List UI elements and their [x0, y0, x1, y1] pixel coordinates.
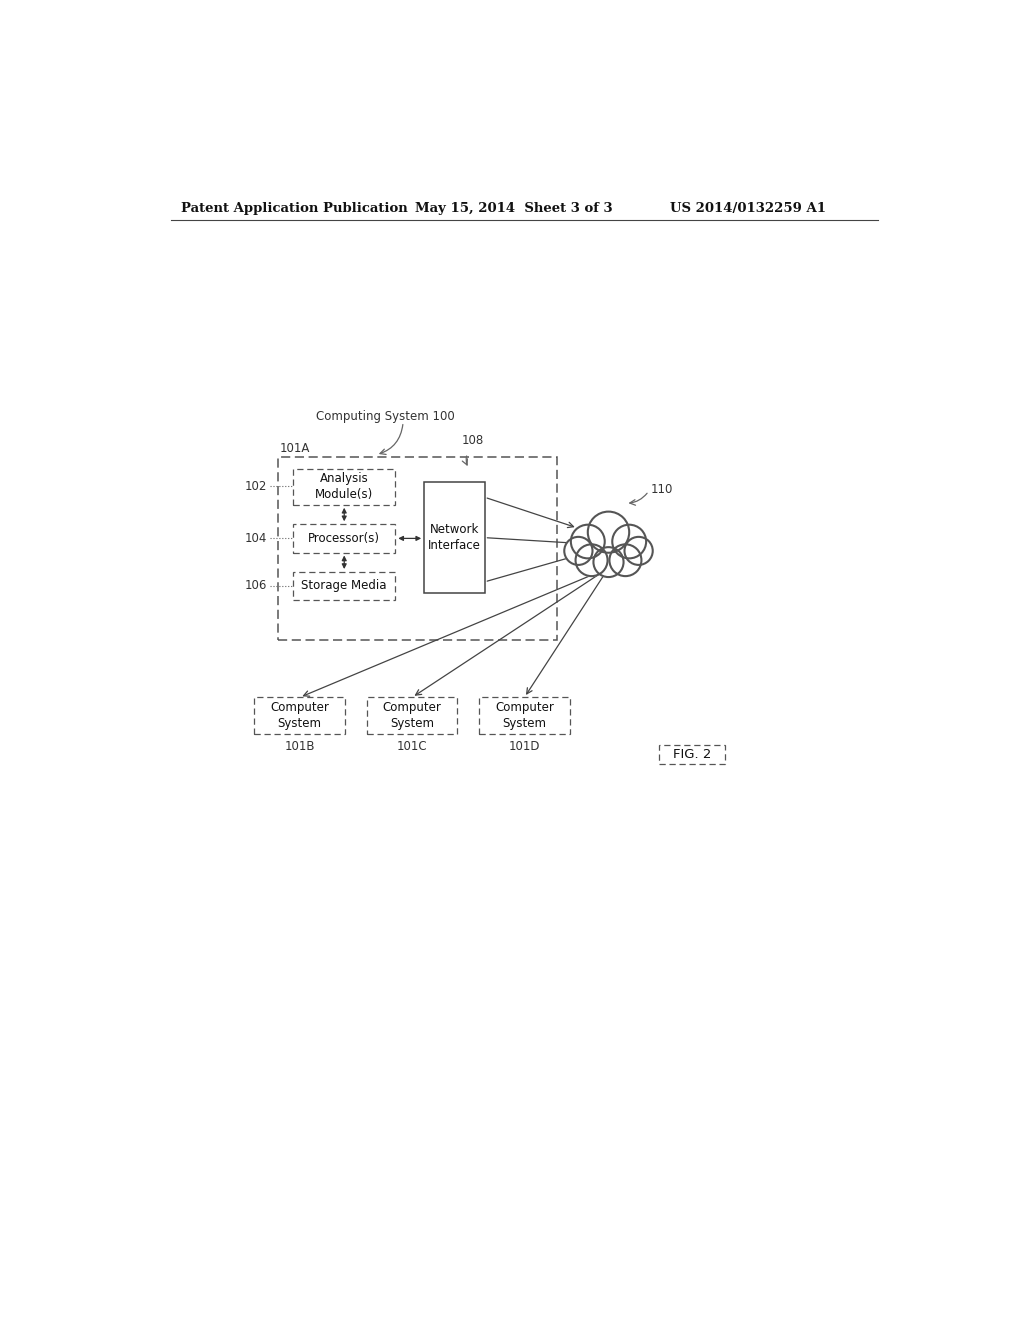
Text: 110: 110	[651, 483, 674, 496]
FancyBboxPatch shape	[658, 744, 725, 764]
FancyBboxPatch shape	[293, 572, 395, 599]
Text: 101D: 101D	[509, 741, 541, 754]
Text: May 15, 2014  Sheet 3 of 3: May 15, 2014 Sheet 3 of 3	[415, 202, 612, 215]
Circle shape	[612, 524, 646, 558]
Text: US 2014/0132259 A1: US 2014/0132259 A1	[671, 202, 826, 215]
Text: Processor(s): Processor(s)	[308, 532, 380, 545]
Circle shape	[564, 537, 593, 565]
Text: Computer
System: Computer System	[270, 701, 329, 730]
Text: 106: 106	[245, 579, 266, 593]
Text: 102: 102	[245, 480, 266, 492]
Text: Network
Interface: Network Interface	[428, 523, 480, 552]
Circle shape	[609, 544, 641, 576]
Circle shape	[575, 544, 607, 576]
Text: Computing System 100: Computing System 100	[315, 409, 455, 422]
Text: 101C: 101C	[396, 741, 427, 754]
Text: Computer
System: Computer System	[495, 701, 554, 730]
FancyBboxPatch shape	[424, 482, 484, 594]
Circle shape	[588, 512, 629, 553]
Text: Computer
System: Computer System	[383, 701, 441, 730]
Text: 101B: 101B	[285, 741, 315, 754]
Text: Patent Application Publication: Patent Application Publication	[180, 202, 408, 215]
Circle shape	[594, 548, 624, 577]
FancyBboxPatch shape	[293, 524, 395, 553]
Circle shape	[625, 537, 652, 565]
Text: Storage Media: Storage Media	[301, 579, 387, 593]
Text: 108: 108	[461, 434, 483, 447]
FancyBboxPatch shape	[479, 697, 569, 734]
FancyBboxPatch shape	[367, 697, 458, 734]
Circle shape	[570, 524, 605, 558]
FancyBboxPatch shape	[254, 697, 345, 734]
Text: 101A: 101A	[280, 442, 310, 455]
Text: FIG. 2: FIG. 2	[673, 748, 711, 762]
Text: Analysis
Module(s): Analysis Module(s)	[315, 473, 374, 502]
FancyBboxPatch shape	[293, 469, 395, 506]
Text: 104: 104	[245, 532, 266, 545]
